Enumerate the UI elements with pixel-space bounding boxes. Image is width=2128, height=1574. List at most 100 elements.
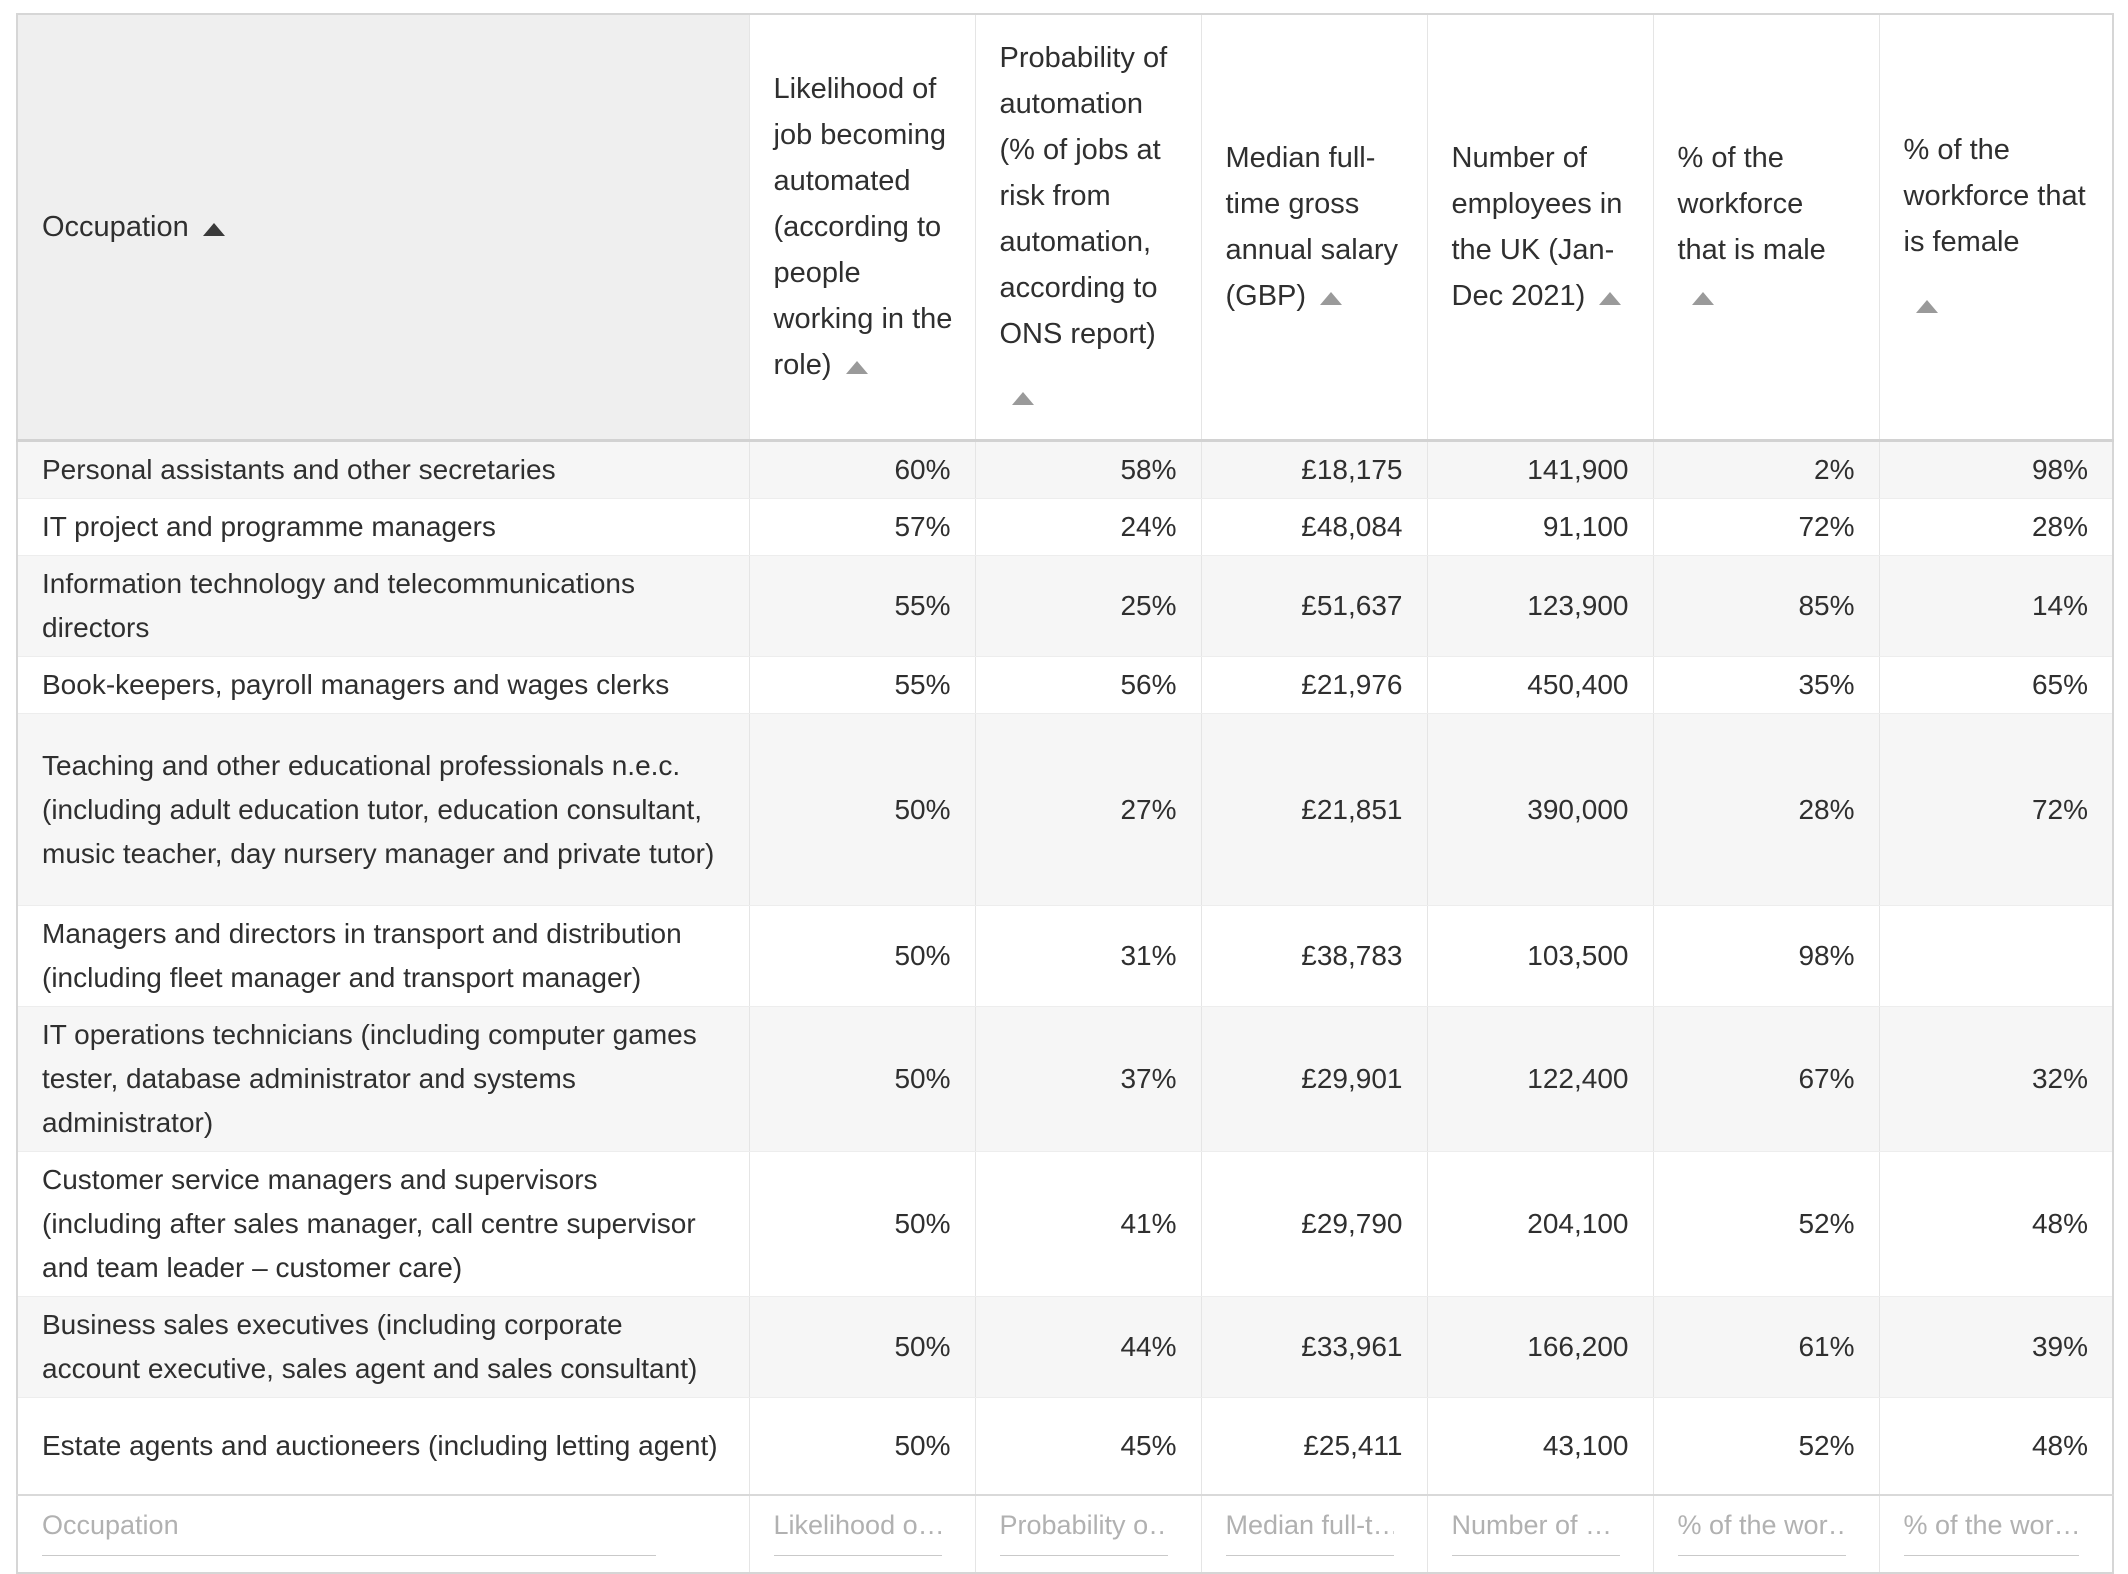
value-cell-likelihood: 50% [749, 1151, 976, 1297]
filter-cell-employees [1427, 1493, 1654, 1573]
value-cell-probability: 58% [975, 440, 1202, 499]
table-row: Book-keepers, payroll managers and wages… [17, 656, 2113, 714]
value-cell-female: 48% [1879, 1397, 2113, 1495]
column-header-label: % of the workforce that is female [1903, 134, 2086, 258]
filter-cell-female [1879, 1493, 2113, 1573]
value-cell-salary: £29,790 [1201, 1151, 1428, 1297]
sort-ascending-icon [1599, 292, 1622, 305]
filter-input-employees[interactable] [1451, 1507, 1620, 1556]
column-header-likelihood[interactable]: Likelihood of job becoming automated (ac… [749, 14, 976, 442]
sort-ascending-icon [845, 361, 868, 374]
column-header-employees[interactable]: Number of employees in the UK (Jan-Dec 2… [1427, 14, 1654, 442]
value-cell-salary: £21,976 [1201, 656, 1428, 714]
table-header: Occupation Likelihood of job becoming aut… [17, 14, 2113, 442]
value-cell-likelihood: 50% [749, 1397, 976, 1495]
value-cell-male: 35% [1653, 656, 1880, 714]
value-cell-likelihood: 50% [749, 905, 976, 1007]
table-row: Managers and directors in transport and … [17, 905, 2113, 1007]
value-cell-male: 72% [1653, 498, 1880, 556]
sort-ascending-icon [1691, 292, 1714, 305]
column-header-female[interactable]: % of the workforce that is female [1879, 14, 2113, 442]
occupation-cell: Business sales executives (including cor… [17, 1296, 750, 1398]
table-container: Occupation Likelihood of job becoming aut… [16, 13, 2114, 1574]
table-body: Personal assistants and other secretarie… [17, 440, 2113, 1495]
table-row: Personal assistants and other secretarie… [17, 440, 2113, 499]
filter-input-occupation[interactable] [42, 1507, 657, 1556]
occupation-cell: Managers and directors in transport and … [17, 905, 750, 1007]
value-cell-likelihood: 55% [749, 555, 976, 657]
filter-input-probability[interactable] [999, 1507, 1168, 1556]
value-cell-male: 85% [1653, 555, 1880, 657]
value-cell-male: 52% [1653, 1397, 1880, 1495]
table-row: Information technology and telecommunica… [17, 555, 2113, 657]
value-cell-male: 52% [1653, 1151, 1880, 1297]
occupation-cell: Teaching and other educational professio… [17, 713, 750, 906]
table-row: Business sales executives (including cor… [17, 1296, 2113, 1398]
value-cell-male: 67% [1653, 1006, 1880, 1152]
value-cell-salary: £38,783 [1201, 905, 1428, 1007]
column-header-male[interactable]: % of the workforce that is male [1653, 14, 1880, 442]
value-cell-employees: 91,100 [1427, 498, 1654, 556]
value-cell-male: 2% [1653, 440, 1880, 499]
value-cell-male: 98% [1653, 905, 1880, 1007]
occupation-cell: IT operations technicians (including com… [17, 1006, 750, 1152]
table-filter-row [17, 1493, 2113, 1573]
value-cell-probability: 44% [975, 1296, 1202, 1398]
value-cell-likelihood: 50% [749, 713, 976, 906]
value-cell-likelihood: 50% [749, 1296, 976, 1398]
column-header-label: Probability of automation (% of jobs at … [999, 42, 1168, 350]
filter-cell-salary [1201, 1493, 1428, 1573]
occupation-cell: Personal assistants and other secretarie… [17, 440, 750, 499]
value-cell-employees: 123,900 [1427, 555, 1654, 657]
table-row: IT operations technicians (including com… [17, 1006, 2113, 1152]
value-cell-employees: 166,200 [1427, 1296, 1654, 1398]
value-cell-salary: £21,851 [1201, 713, 1428, 906]
occupation-cell: Information technology and telecommunica… [17, 555, 750, 657]
value-cell-probability: 25% [975, 555, 1202, 657]
filter-input-male[interactable] [1677, 1507, 1846, 1556]
value-cell-employees: 122,400 [1427, 1006, 1654, 1152]
value-cell-probability: 24% [975, 498, 1202, 556]
value-cell-probability: 56% [975, 656, 1202, 714]
occupation-cell: Customer service managers and supervisor… [17, 1151, 750, 1297]
column-header-label: Occupation [42, 211, 189, 243]
value-cell-male: 61% [1653, 1296, 1880, 1398]
value-cell-likelihood: 55% [749, 656, 976, 714]
value-cell-employees: 390,000 [1427, 713, 1654, 906]
filter-input-likelihood[interactable] [773, 1507, 942, 1556]
value-cell-probability: 27% [975, 713, 1202, 906]
sort-ascending-icon [1011, 392, 1034, 405]
column-header-occupation[interactable]: Occupation [17, 14, 750, 442]
occupations-automation-table: Occupation Likelihood of job becoming aut… [16, 13, 2114, 1574]
filter-cell-male [1653, 1493, 1880, 1573]
value-cell-salary: £18,175 [1201, 440, 1428, 499]
table-row: Teaching and other educational professio… [17, 713, 2113, 906]
filter-input-salary[interactable] [1225, 1507, 1394, 1556]
value-cell-employees: 103,500 [1427, 905, 1654, 1007]
value-cell-employees: 43,100 [1427, 1397, 1654, 1495]
filter-cell-likelihood [749, 1493, 976, 1573]
header-row: Occupation Likelihood of job becoming aut… [17, 14, 2113, 442]
value-cell-salary: £25,411 [1201, 1397, 1428, 1495]
occupation-cell: Book-keepers, payroll managers and wages… [17, 656, 750, 714]
value-cell-female: 14% [1879, 555, 2113, 657]
table-row: IT project and programme managers 57% 24% £… [17, 498, 2113, 556]
filter-row [17, 1493, 2113, 1573]
sort-ascending-icon [1915, 300, 1938, 313]
column-header-label: Likelihood of job becoming automated (ac… [773, 73, 953, 381]
column-header-salary[interactable]: Median full-time gross annual salary (GB… [1201, 14, 1428, 442]
value-cell-likelihood: 50% [749, 1006, 976, 1152]
value-cell-female: 39% [1879, 1296, 2113, 1398]
value-cell-employees: 450,400 [1427, 656, 1654, 714]
sort-ascending-icon [202, 223, 225, 236]
value-cell-probability: 41% [975, 1151, 1202, 1297]
occupation-cell: IT project and programme managers [17, 498, 750, 556]
value-cell-probability: 31% [975, 905, 1202, 1007]
value-cell-employees: 204,100 [1427, 1151, 1654, 1297]
value-cell-salary: £51,637 [1201, 555, 1428, 657]
filter-input-female[interactable] [1903, 1507, 2079, 1556]
column-header-probability[interactable]: Probability of automation (% of jobs at … [975, 14, 1202, 442]
value-cell-probability: 37% [975, 1006, 1202, 1152]
value-cell-salary: £29,901 [1201, 1006, 1428, 1152]
value-cell-likelihood: 57% [749, 498, 976, 556]
